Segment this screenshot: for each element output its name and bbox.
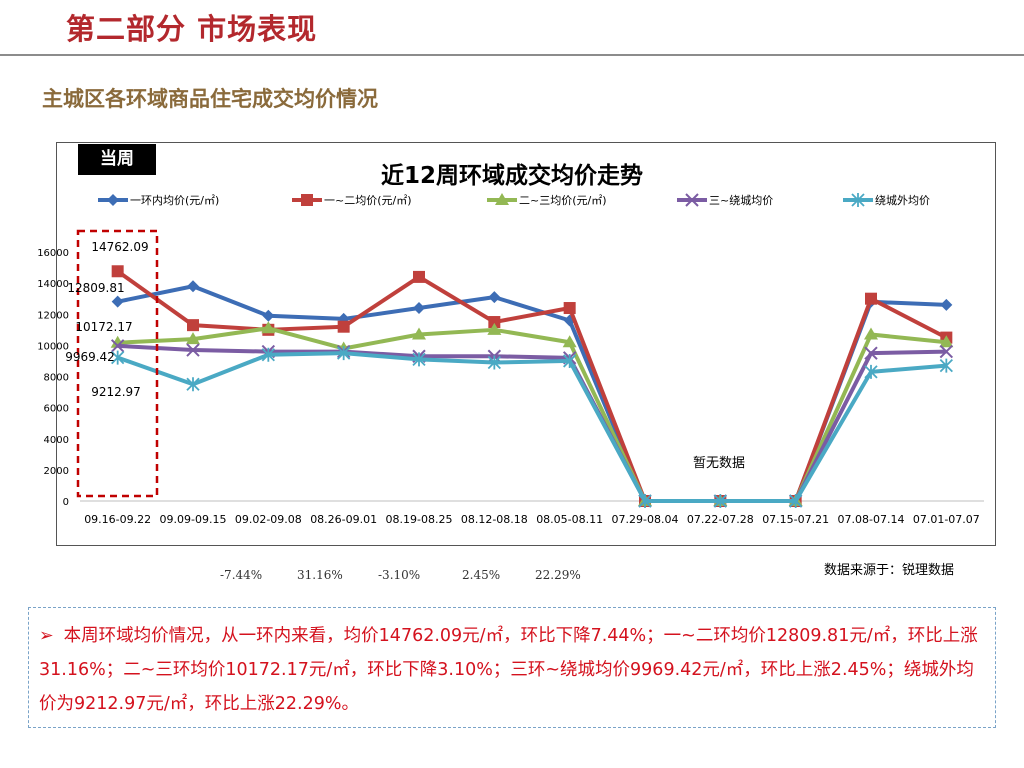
section-subtitle: 主城区各环域商品住宅成交均价情况 (42, 87, 378, 111)
mom-change-item: -7.44% (220, 568, 263, 582)
header-divider (0, 54, 1024, 56)
mom-change-item: 31.16% (297, 568, 343, 582)
summary-paragraph: ➢ 本周环域均价情况，从一环内来看，均价14762.09元/㎡，环比下降7.44%… (39, 619, 981, 721)
mom-change-item: 22.29% (535, 568, 581, 582)
current-week-badge: 当周 (78, 144, 156, 175)
summary-box: ➢ 本周环域均价情况，从一环内来看，均价14762.09元/㎡，环比下降7.44%… (28, 607, 996, 728)
mom-change-item: -3.10% (378, 568, 421, 582)
mom-change-row: -7.44% 31.16% -3.10% 2.45% 22.29% (0, 568, 1024, 588)
data-source-note: 数据来源于：锐理数据 (824, 563, 955, 578)
bullet-arrow-icon: ➢ (39, 626, 54, 646)
summary-text: 本周环域均价情况，从一环内来看，均价14762.09元/㎡，环比下降7.44%；… (39, 626, 978, 714)
page-title: 第二部分 市场表现 (66, 12, 318, 46)
mom-change-item: 2.45% (462, 568, 501, 582)
chart-frame (56, 142, 996, 546)
